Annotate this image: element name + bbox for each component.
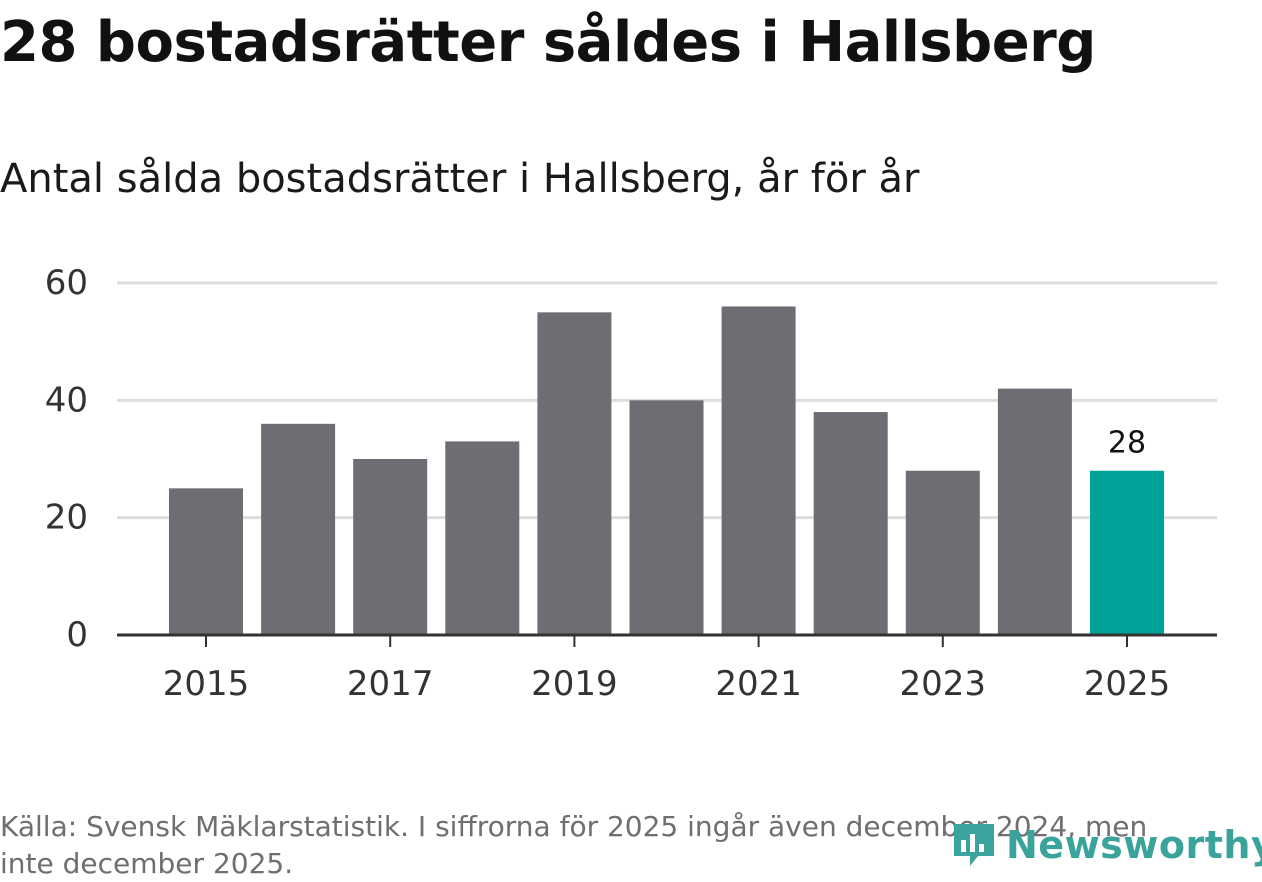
chart-title: 28 bostadsrätter såldes i Hallsberg bbox=[0, 10, 1096, 75]
x-tick-label: 2019 bbox=[531, 664, 618, 704]
bar-2024 bbox=[997, 388, 1072, 635]
x-tick-label: 2025 bbox=[1084, 664, 1171, 704]
bar-2019 bbox=[537, 312, 612, 635]
newsworthy-logo: Newsworthy bbox=[950, 820, 1262, 870]
bar-2022 bbox=[813, 412, 888, 635]
bar-2015 bbox=[169, 488, 243, 635]
y-tick-label: 0 bbox=[66, 615, 88, 655]
chart-subtitle: Antal sålda bostadsrätter i Hallsberg, å… bbox=[0, 156, 920, 202]
newsworthy-logo-icon bbox=[954, 824, 994, 866]
bar-2021 bbox=[721, 306, 796, 635]
x-tick-label: 2021 bbox=[715, 664, 802, 704]
logo-text: Newsworthy bbox=[1006, 823, 1262, 867]
y-tick-label: 40 bbox=[45, 380, 88, 420]
bar-2025 bbox=[1090, 470, 1164, 635]
bar-2016 bbox=[261, 423, 336, 635]
data-label-2025: 28 bbox=[1108, 426, 1146, 461]
x-tick-label: 2015 bbox=[163, 664, 250, 704]
x-tick-label: 2023 bbox=[900, 664, 987, 704]
bar-2023 bbox=[905, 470, 980, 635]
bar-2020 bbox=[629, 400, 704, 635]
bar-2018 bbox=[445, 441, 520, 635]
y-tick-label: 20 bbox=[45, 498, 88, 538]
bar-2017 bbox=[353, 459, 428, 635]
y-tick-label: 60 bbox=[45, 263, 88, 303]
x-tick-label: 2017 bbox=[347, 664, 434, 704]
